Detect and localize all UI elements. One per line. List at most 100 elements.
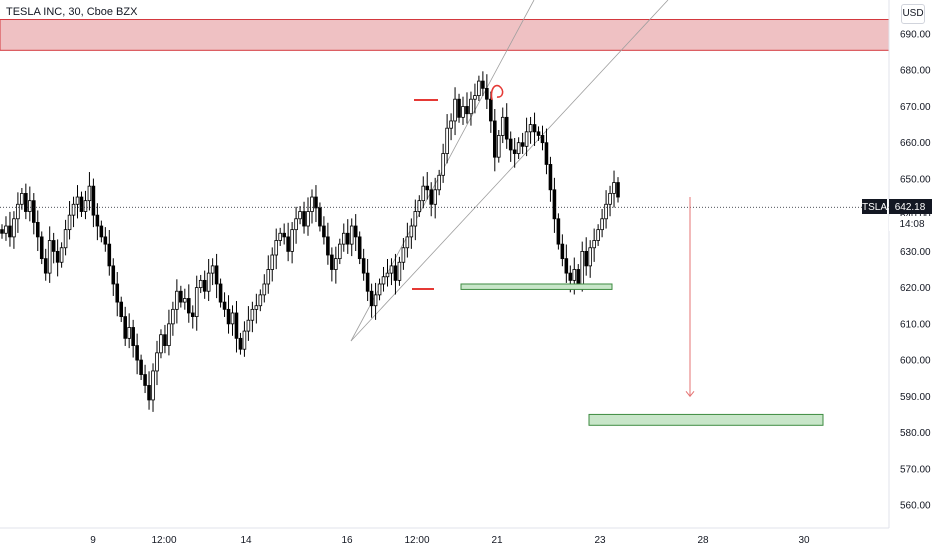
candle-body [413, 211, 418, 227]
candle-body [449, 120, 453, 129]
time-axis-ticks: 9 12:00 14 16 12:00 21 23 28 30 [90, 535, 810, 546]
y-tick-label: 600.00 [900, 356, 931, 367]
candle-body [560, 243, 565, 260]
price-tag-countdown: 14:08 [899, 219, 924, 230]
candle-body [59, 247, 64, 263]
y-tick-label: 670.00 [900, 102, 931, 113]
candle-body [230, 312, 235, 325]
candle-body [75, 196, 80, 205]
candle-body [496, 135, 501, 158]
candle-body [266, 269, 271, 285]
candle-body [572, 269, 577, 281]
candle-body [107, 243, 112, 267]
candle-body [214, 265, 219, 285]
candle-body [330, 254, 334, 270]
candle-body [63, 229, 68, 249]
candle-body [79, 196, 84, 212]
candle-body [47, 240, 52, 274]
candle-body [290, 229, 294, 252]
candle-body [365, 272, 370, 292]
candle-body [4, 225, 8, 234]
candle-body [131, 327, 135, 346]
candle-body [493, 120, 497, 158]
candle-body [504, 116, 509, 140]
price-tag: TSLA 642.18 14:08 [862, 199, 932, 231]
y-tick-label: 580.00 [900, 428, 931, 439]
candle-body [500, 116, 505, 136]
candle-body [580, 250, 585, 285]
y-tick-label: 560.00 [900, 501, 931, 512]
candle-body [369, 290, 374, 307]
candle-body [111, 265, 116, 285]
candle-body [222, 301, 227, 310]
candle-body [544, 142, 549, 165]
candle-body [528, 124, 533, 133]
candle-body [55, 250, 60, 263]
currency-badge[interactable]: USD [901, 4, 925, 24]
x-tick-label: 14 [240, 535, 252, 546]
support-zone-target[interactable] [588, 413, 824, 426]
candle-body [314, 196, 318, 209]
candle-body [401, 247, 406, 263]
candle-body [302, 211, 306, 227]
candle-body [190, 312, 195, 318]
candle-body [210, 265, 215, 274]
candle-body [334, 258, 338, 270]
candle-body [389, 265, 394, 274]
candle-body [91, 185, 96, 216]
candle-body [298, 211, 302, 220]
candle-body [612, 182, 616, 194]
candle-body [485, 87, 489, 100]
candle-body [183, 298, 187, 303]
y-tick-label: 610.00 [900, 319, 931, 330]
y-tick-label: 680.00 [900, 66, 931, 77]
resistance-zone[interactable] [0, 19, 890, 51]
candle-body [441, 153, 445, 176]
candle-body [552, 189, 557, 220]
candle-body [151, 370, 155, 401]
candle-body [385, 272, 390, 278]
marker-circle[interactable] [490, 84, 504, 101]
candle-body [425, 185, 430, 191]
candle-body [99, 225, 104, 238]
candle-body [83, 200, 88, 212]
time-axis[interactable] [0, 528, 932, 550]
candle-body [179, 290, 183, 303]
candle-body [95, 214, 100, 227]
trendline-wide[interactable] [350, 0, 669, 342]
candle-body [397, 261, 402, 281]
candle-body [238, 337, 243, 350]
symbol-title[interactable]: TESLA INC, 30, Cboe BZX [6, 6, 138, 18]
candle-body [218, 283, 223, 303]
candle-body [353, 225, 358, 238]
candle-body [473, 95, 477, 100]
candle-body [28, 200, 32, 212]
candle-body [202, 279, 207, 292]
candle-body [393, 265, 398, 281]
candle-body [489, 98, 493, 122]
candle-body [584, 250, 588, 267]
candle-body [32, 200, 36, 223]
candle-body [616, 182, 620, 198]
x-tick-label: 12:00 [404, 535, 429, 546]
candle-body [139, 359, 143, 375]
candle-body [453, 98, 457, 122]
candle-body [51, 240, 56, 252]
candle-body [338, 243, 342, 260]
candle-body [12, 218, 16, 238]
candle-body [250, 308, 255, 321]
candle-body [254, 305, 259, 310]
candle-body [175, 290, 179, 310]
candle-body [0, 229, 4, 234]
x-tick-label: 30 [798, 535, 810, 546]
candle-body [87, 185, 92, 202]
candle-body [194, 287, 199, 318]
candle-body [67, 214, 72, 231]
x-tick-label: 21 [491, 535, 503, 546]
candle-body [600, 218, 604, 231]
price-axis[interactable] [889, 0, 932, 528]
x-tick-label: 23 [594, 535, 606, 546]
candle-body [270, 254, 275, 270]
support-zone-near[interactable] [460, 283, 613, 290]
